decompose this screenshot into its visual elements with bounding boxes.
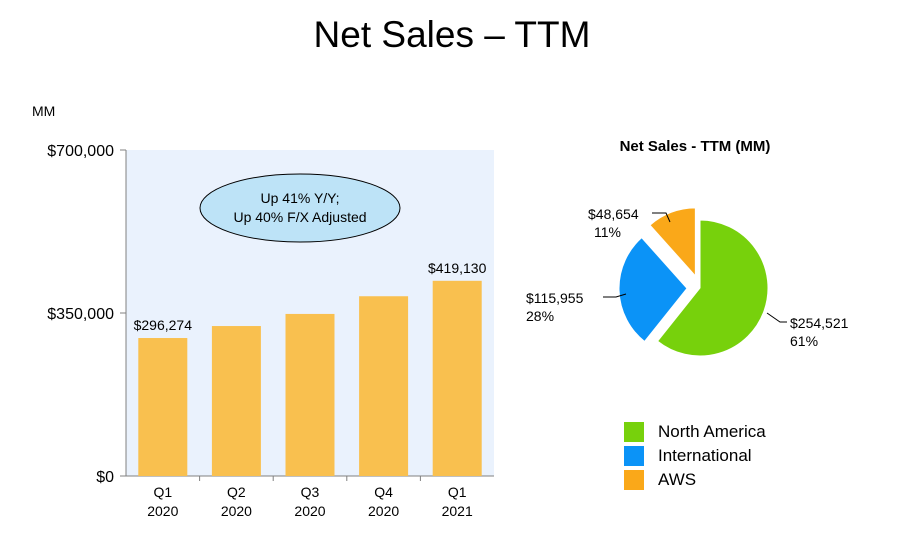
leader-aws [652, 212, 671, 223]
y-tick-label: $700,000 [47, 143, 114, 160]
y-tick-label: $350,000 [47, 306, 114, 323]
pie-label-international: $115,955 28% [526, 289, 583, 325]
annotation-line-1: Up 41% Y/Y; [261, 190, 340, 206]
pie-label-north-america: $254,521 61% [790, 314, 848, 350]
bar-data-label: $296,274 [134, 317, 193, 333]
annotation-line-2: Up 40% F/X Adjusted [233, 209, 366, 225]
legend-label-north-america: North America [658, 422, 766, 441]
x-category-label: Q2 [227, 484, 246, 500]
bar [285, 313, 335, 476]
legend-item-international: International [624, 444, 766, 468]
bar [138, 338, 188, 476]
legend-item-north-america: North America [624, 420, 766, 444]
x-category-year: 2020 [221, 503, 252, 519]
legend-swatch-aws [624, 470, 644, 490]
x-category-label: Q1 [153, 484, 172, 500]
x-category-label: Q1 [448, 484, 467, 500]
bar [359, 296, 409, 476]
x-category-year: 2020 [147, 503, 178, 519]
y-tick-label: $0 [96, 469, 114, 486]
slide-title: Net Sales – TTM [313, 14, 591, 55]
x-category-year: 2020 [294, 503, 325, 519]
annotation-bubble [199, 173, 401, 243]
x-category-label: Q4 [374, 484, 393, 500]
pie-label-aws: $48,654 11% [588, 205, 639, 241]
pie-slice-international [618, 236, 688, 343]
legend-swatch-north-america [624, 422, 644, 442]
legend-label-aws: AWS [658, 470, 697, 489]
leader-international [603, 293, 627, 298]
legend-label-international: International [658, 446, 752, 465]
bar [432, 280, 482, 476]
legend-swatch-international [624, 446, 644, 466]
pie-legend: North America International AWS [624, 420, 766, 492]
x-category-year: 2020 [368, 503, 399, 519]
x-category-year: 2021 [442, 503, 473, 519]
leader-north-america [766, 312, 787, 323]
pie-chart-title: Net Sales - TTM (MM) [619, 138, 771, 155]
unit-label: MM [32, 103, 56, 119]
pie-label-international-value: $115,955 [526, 290, 584, 306]
pie-label-north-america-pct: 61% [790, 333, 819, 349]
pie-slice-aws [649, 207, 696, 278]
x-category-label: Q3 [301, 484, 320, 500]
pie-label-international-pct: 28% [526, 308, 555, 324]
bar-data-label: $419,130 [428, 260, 487, 276]
pie-label-aws-value: $48,654 [588, 206, 639, 222]
bar [211, 326, 261, 476]
pie-label-aws-pct: 11% [594, 224, 621, 240]
pie-label-north-america-value: $254,521 [790, 315, 849, 331]
legend-item-aws: AWS [624, 468, 766, 492]
pie-slice-north-america [656, 219, 769, 357]
